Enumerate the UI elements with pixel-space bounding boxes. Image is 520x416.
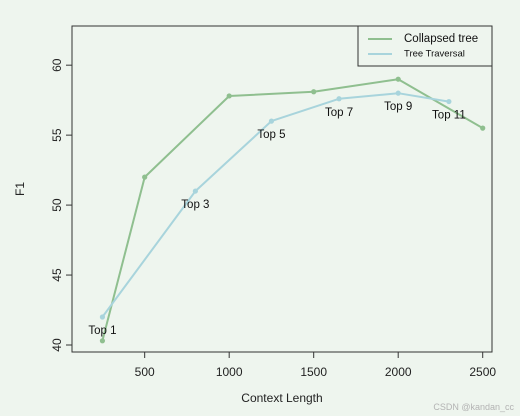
y-tick-label: 55 xyxy=(50,128,64,142)
plot-frame xyxy=(71,25,493,353)
legend: Collapsed tree Tree Traversal xyxy=(357,25,493,67)
series-1-point xyxy=(99,314,106,320)
x-tick-label: 2000 xyxy=(385,365,412,379)
series-line-1 xyxy=(101,92,450,318)
point-annotation: Top 7 xyxy=(325,107,353,119)
series-0-point xyxy=(226,93,232,99)
series-0-point xyxy=(99,338,106,344)
legend-label: Collapsed tree xyxy=(404,33,478,45)
point-annotation: Top 1 xyxy=(88,325,116,337)
x-axis-label: Context Length xyxy=(241,391,322,405)
legend-box xyxy=(357,25,493,67)
x-tick-label: 1500 xyxy=(300,365,327,379)
x-tick-label: 2500 xyxy=(469,365,496,379)
legend-label: Tree Traversal xyxy=(404,49,465,60)
series-1-point xyxy=(192,188,198,194)
series-1-point xyxy=(395,90,401,96)
point-annotation: Top 5 xyxy=(257,129,285,141)
y-axis-label: F1 xyxy=(13,182,27,196)
series-1-point xyxy=(268,118,275,124)
axes: 500 1000 1500 2000 2500 40 45 50 55 60 Context Len… xyxy=(13,25,496,405)
point-annotation: Top 9 xyxy=(384,101,412,113)
point-annotation: Top 3 xyxy=(181,199,209,211)
y-tick-label: 40 xyxy=(50,338,64,352)
annotations: Top 1 Top 3 Top 5 Top 7 Top 9 Top 11 xyxy=(88,101,465,337)
y-tick-label: 50 xyxy=(50,198,64,212)
watermark: CSDN @kandan_cc xyxy=(433,402,514,412)
series-line-0 xyxy=(101,78,484,342)
series-0-point xyxy=(311,89,317,95)
series-1-point xyxy=(336,96,342,102)
x-tick-label: 1000 xyxy=(216,365,243,379)
series-0-point xyxy=(480,125,486,131)
series-layer xyxy=(99,76,486,344)
series-0-point xyxy=(142,174,148,180)
point-annotation: Top 11 xyxy=(432,110,466,122)
x-tick-label: 500 xyxy=(135,365,155,379)
series-1-point xyxy=(446,98,452,105)
y-tick-label: 60 xyxy=(50,58,64,72)
series-0-point xyxy=(395,76,401,82)
y-tick-label: 45 xyxy=(50,268,64,282)
